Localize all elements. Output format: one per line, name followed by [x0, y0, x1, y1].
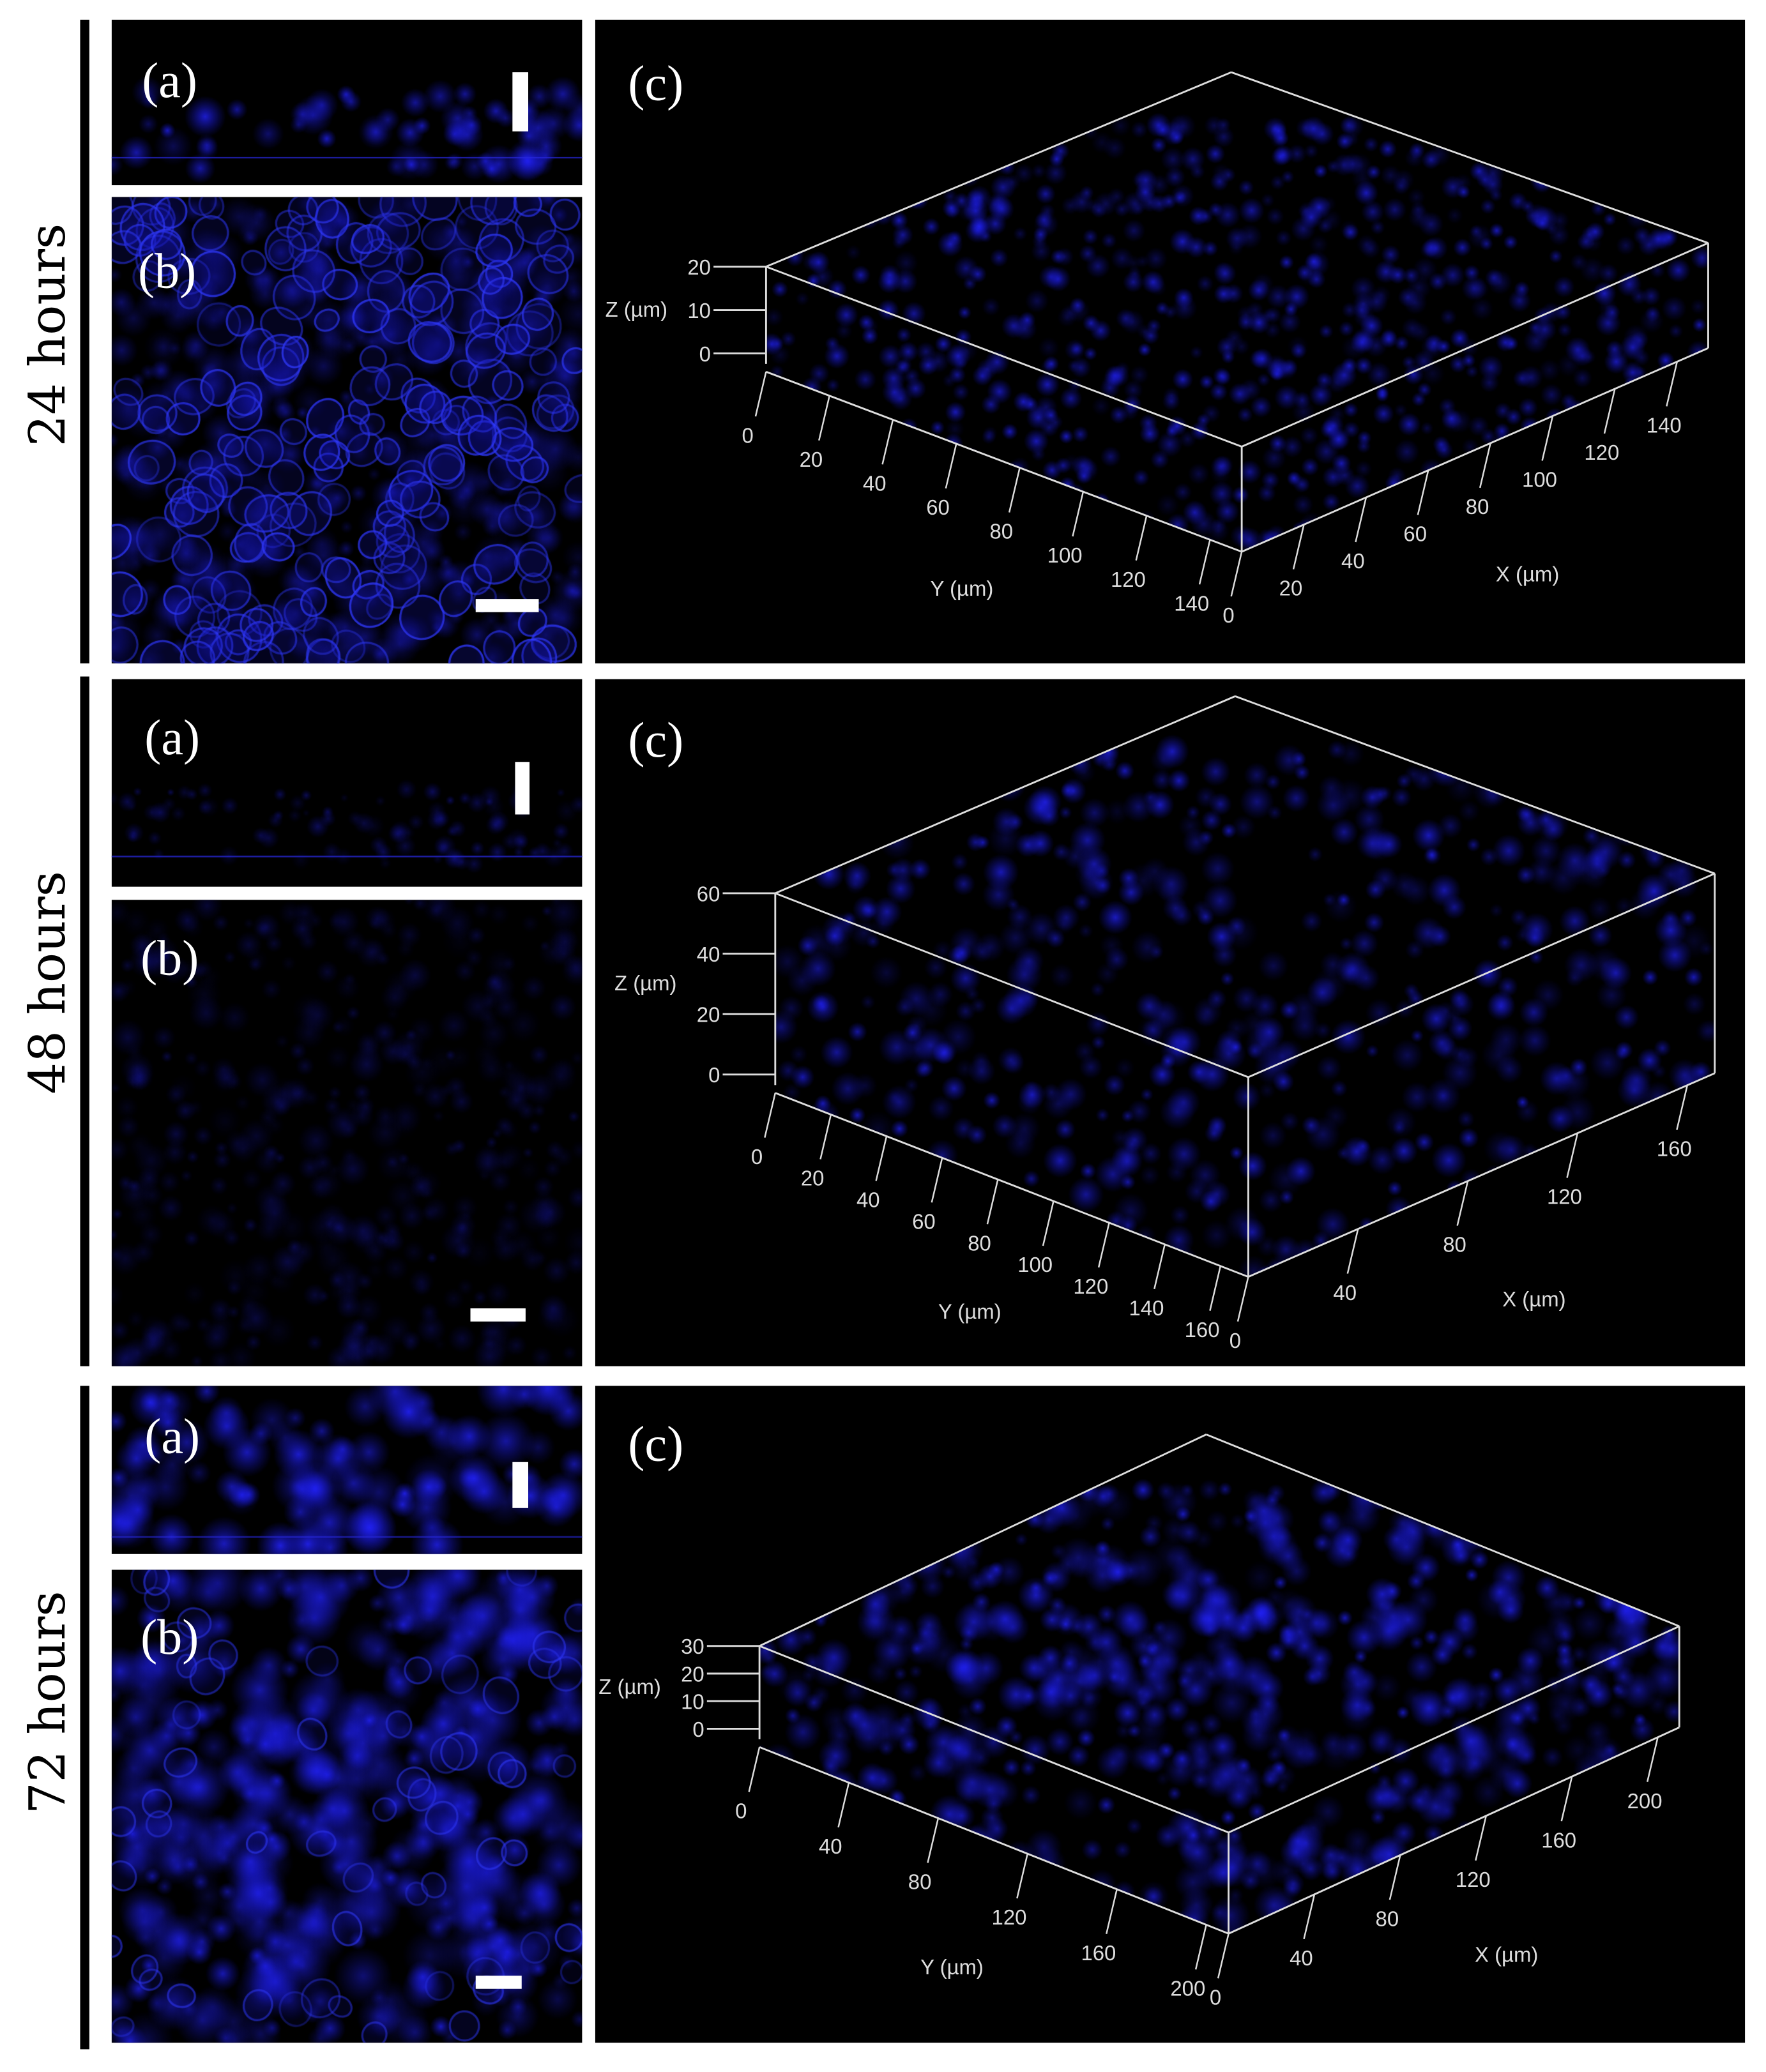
panel-label-c-24h: (c)	[628, 56, 684, 112]
panel-label-b-72h: (b)	[141, 1610, 199, 1666]
panel-label-a-72h: (a)	[144, 1409, 201, 1465]
panel-label-b-48h: (b)	[141, 931, 199, 987]
panel-label-c-48h: (c)	[628, 713, 684, 769]
row-bracket-24h	[80, 19, 89, 663]
row-label-24h: 24 hours	[18, 223, 77, 447]
row-bracket-72h	[80, 1386, 89, 2050]
scale-bar-72h	[475, 1976, 522, 1989]
scale-bar-vertical-72h	[512, 1462, 529, 1508]
render-3d-24h	[595, 19, 1746, 663]
panel-label-c-72h: (c)	[628, 1417, 684, 1473]
scale-bar-48h	[470, 1308, 526, 1322]
row-bracket-48h	[80, 676, 89, 1366]
panel-label-a-24h: (a)	[142, 54, 197, 109]
scale-bar-vertical-24h	[512, 72, 529, 132]
scale-bar-24h	[475, 599, 539, 612]
render-3d-48h	[595, 679, 1746, 1366]
panel-label-b-24h: (b)	[138, 244, 197, 300]
render-3d-72h	[595, 1386, 1746, 2043]
panel-label-a-48h: (a)	[144, 710, 201, 766]
row-label-48h: 48 hours	[18, 871, 77, 1094]
row-label-72h: 72 hours	[18, 1591, 77, 1815]
scale-bar-vertical-48h	[515, 762, 530, 815]
